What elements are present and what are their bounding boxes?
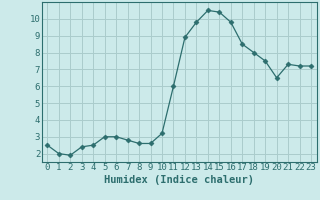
X-axis label: Humidex (Indice chaleur): Humidex (Indice chaleur)	[104, 175, 254, 185]
